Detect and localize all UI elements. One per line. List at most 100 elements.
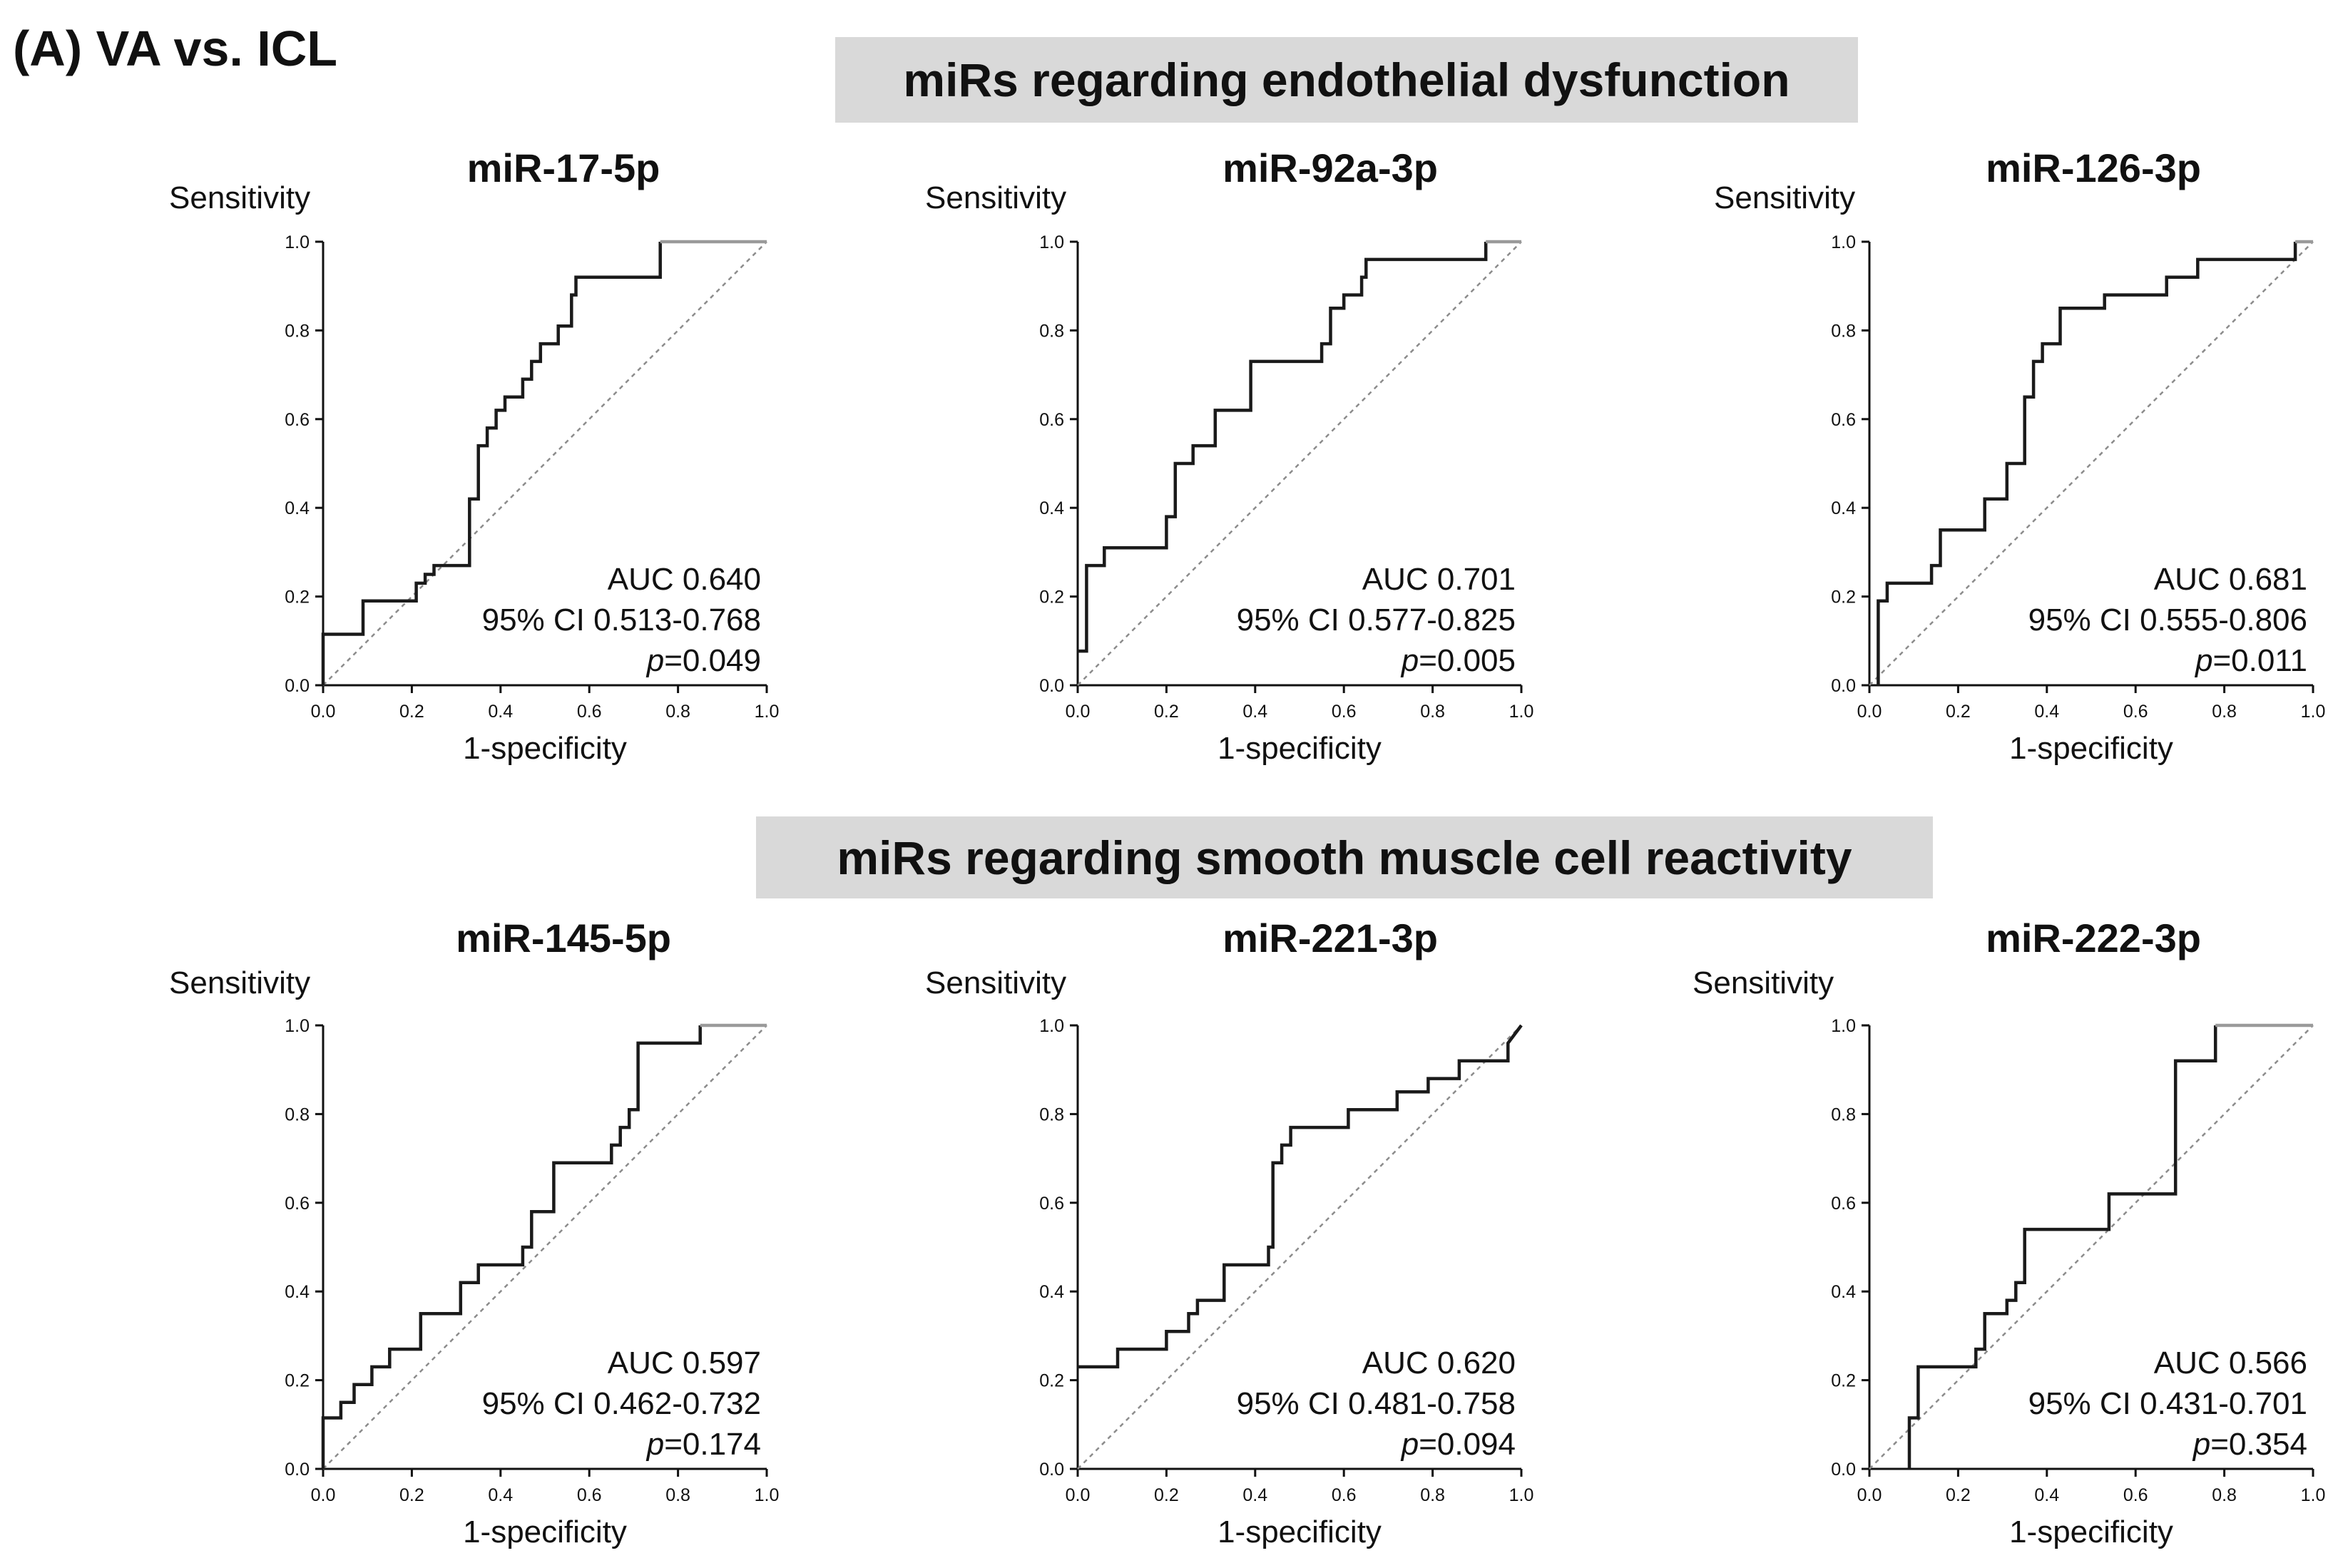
auc-label: AUC 0.566 — [2154, 1346, 2307, 1380]
x-tick-label: 0.4 — [2034, 702, 2059, 722]
y-tick-label: 0.2 — [1039, 588, 1064, 608]
x-tick-label: 0.6 — [1332, 1485, 1357, 1505]
auc-label: AUC 0.620 — [1362, 1346, 1516, 1380]
y-tick-label: 0.6 — [1039, 410, 1064, 430]
p-value: =0.354 — [2210, 1427, 2307, 1462]
roc-curve — [321, 1025, 702, 1469]
x-tick-label: 0.4 — [1242, 702, 1267, 722]
y-tick-label: 0.2 — [1831, 588, 1856, 608]
y-tick-label: 0.6 — [285, 1194, 310, 1214]
x-axis-label: 1-specificity — [2009, 731, 2173, 766]
x-tick-label: 0.0 — [311, 702, 336, 722]
ci-label: 95% CI 0.431-0.701 — [2028, 1386, 2307, 1421]
reference-diagonal — [1869, 1025, 2314, 1470]
x-tick-label: 1.0 — [2301, 702, 2326, 722]
y-tick-label: 1.0 — [285, 1016, 310, 1036]
x-tick-label: 0.4 — [488, 702, 513, 722]
reference-diagonal — [1077, 1025, 1522, 1470]
auc-label: AUC 0.597 — [608, 1346, 761, 1380]
p-value: =0.049 — [664, 643, 761, 678]
x-tick-label: 0.4 — [2034, 1485, 2059, 1505]
p-value: =0.005 — [1419, 643, 1516, 678]
y-tick-label: 0.0 — [285, 676, 310, 696]
section-title-endothelial: miRs regarding endothelial dysfunction — [903, 53, 1790, 106]
x-tick-label: 0.2 — [399, 702, 424, 722]
p-symbol: p — [2194, 643, 2212, 678]
x-tick-label: 1.0 — [2301, 1485, 2326, 1505]
p-value: =0.174 — [664, 1427, 761, 1462]
x-tick-label: 0.2 — [399, 1485, 424, 1505]
x-tick-label: 0.6 — [577, 702, 602, 722]
p-symbol: p — [1400, 643, 1419, 678]
roc-chart: miR-92a-3p Sensitivity 1-specificity 0.0 0.2… — [925, 145, 1533, 766]
y-tick-label: 0.0 — [1831, 1460, 1856, 1480]
y-tick-label: 0.0 — [1039, 1460, 1064, 1480]
roc-chart: miR-17-5p Sensitivity 1-specificity 0.0 0.2 0… — [169, 145, 779, 766]
y-tick-label: 0.2 — [285, 588, 310, 608]
x-tick-label: 0.8 — [2212, 1485, 2237, 1505]
p-symbol: p — [645, 643, 664, 678]
x-tick-label: 1.0 — [1509, 702, 1534, 722]
y-tick-label: 0.8 — [285, 1105, 310, 1124]
x-axis-label: 1-specificity — [2009, 1515, 2173, 1549]
reference-diagonal — [1869, 241, 2314, 686]
ci-label: 95% CI 0.513-0.768 — [482, 603, 761, 637]
chart-title: miR-17-5p — [467, 145, 660, 190]
x-tick-label: 0.4 — [488, 1485, 513, 1505]
p-value: =0.094 — [1419, 1427, 1516, 1462]
y-tick-label: 0.4 — [1831, 498, 1856, 518]
y-tick-label: 0.4 — [285, 1282, 310, 1302]
x-axis-label: 1-specificity — [463, 731, 627, 766]
x-tick-label: 0.0 — [1857, 702, 1882, 722]
x-tick-label: 0.8 — [2212, 702, 2237, 722]
y-tick-label: 0.4 — [1039, 498, 1064, 518]
x-tick-label: 0.8 — [1420, 1485, 1445, 1505]
x-tick-label: 0.6 — [1332, 702, 1357, 722]
reference-diagonal — [322, 1025, 767, 1470]
y-tick-label: 0.6 — [1831, 410, 1856, 430]
y-tick-label: 1.0 — [1039, 1016, 1064, 1036]
p-value: =0.011 — [2212, 643, 2307, 678]
p-symbol: p — [2192, 1427, 2210, 1462]
x-tick-label: 0.8 — [665, 1485, 690, 1505]
y-tick-label: 0.2 — [1039, 1371, 1064, 1391]
y-axis-label: Sensitivity — [169, 965, 310, 1000]
chart-title: miR-145-5p — [456, 916, 671, 960]
y-tick-label: 0.8 — [1039, 1105, 1064, 1124]
y-tick-label: 0.6 — [1039, 1194, 1064, 1214]
y-axis-label: Sensitivity — [169, 180, 310, 215]
x-tick-label: 0.2 — [1946, 1485, 1971, 1505]
p-value-label: p=0.049 — [645, 643, 761, 678]
x-tick-label: 0.2 — [1946, 702, 1971, 722]
section-banner-smooth-muscle: miRs regarding smooth muscle cell reacti… — [756, 816, 1933, 898]
p-value-label: p=0.354 — [2192, 1427, 2307, 1462]
ci-label: 95% CI 0.481-0.758 — [1237, 1386, 1516, 1421]
roc-chart: miR-222-3p Sensitivity 1-specificity 0.0 0.2… — [1693, 916, 2325, 1549]
y-tick-label: 0.4 — [1831, 1282, 1856, 1302]
roc-curve — [1907, 1025, 2217, 1469]
section-title-smooth-muscle: miRs regarding smooth muscle cell reacti… — [837, 831, 1852, 884]
y-tick-label: 1.0 — [285, 232, 310, 252]
y-tick-label: 1.0 — [1831, 232, 1856, 252]
y-tick-label: 0.0 — [285, 1460, 310, 1480]
x-tick-label: 0.6 — [2123, 702, 2148, 722]
x-tick-label: 0.0 — [311, 1485, 336, 1505]
y-tick-label: 0.4 — [285, 498, 310, 518]
p-value-label: p=0.174 — [645, 1427, 761, 1462]
y-tick-label: 0.8 — [285, 321, 310, 341]
y-tick-label: 0.2 — [1831, 1371, 1856, 1391]
y-tick-label: 0.8 — [1039, 321, 1064, 341]
y-axis-label: Sensitivity — [925, 965, 1066, 1000]
x-tick-label: 0.0 — [1066, 702, 1091, 722]
y-tick-label: 0.4 — [1039, 1282, 1064, 1302]
y-axis-label: Sensitivity — [925, 180, 1066, 215]
section-banner-bg — [835, 37, 1858, 123]
ci-label: 95% CI 0.555-0.806 — [2028, 603, 2307, 637]
roc-chart: miR-126-3p Sensitivity 1-specificity 0.0 0.2… — [1714, 145, 2325, 766]
x-tick-label: 0.4 — [1242, 1485, 1267, 1505]
roc-curve — [1078, 242, 1488, 653]
p-symbol: p — [645, 1427, 664, 1462]
reference-diagonal — [322, 241, 767, 686]
auc-label: AUC 0.681 — [2154, 562, 2307, 597]
